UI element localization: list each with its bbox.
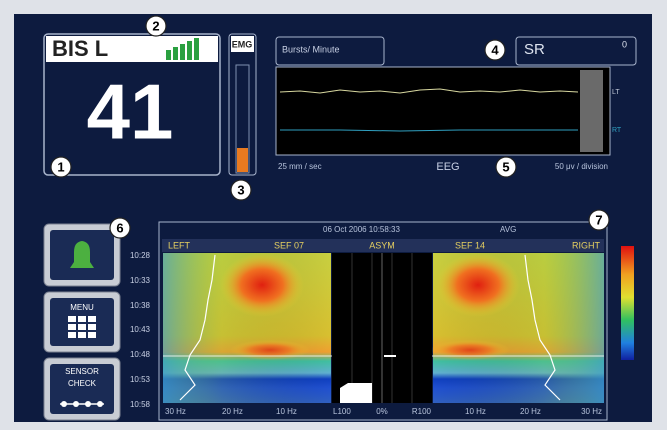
eeg-speed: 25 mm / sec [278,162,322,171]
hot-zone-left-2 [230,340,310,360]
freq-label: 10 Hz [276,407,297,416]
asym-tick [384,355,396,357]
col-left: LEFT [168,240,191,250]
time-label: 10:33 [130,276,151,285]
menu-label: MENU [70,303,94,312]
col-right: RIGHT [572,240,601,250]
asym-bars [340,383,372,403]
callout: 7 [595,212,602,227]
freq-label: 0% [376,407,388,416]
eeg-window [276,67,610,155]
emg-label: EMG [232,39,253,49]
time-label: 10:43 [130,325,151,334]
monitor-screen: BIS L 41 EMG Bursts/ Minute SR 0 LT RT 2… [0,0,667,430]
eeg-cursor [580,70,603,152]
freq-label: 20 Hz [222,407,243,416]
trend-mode: AVG [500,225,516,234]
col-asym: ASYM [369,240,395,250]
hot-zone-right [436,253,520,317]
callout: 1 [57,159,64,174]
callout: 5 [502,159,509,174]
hot-zone-right-2 [430,340,510,360]
eeg-title: EEG [436,161,459,173]
freq-label: L100 [333,407,351,416]
callout: 3 [237,182,244,197]
eeg-scale: 50 μv / division [555,162,608,171]
sr-value: 0 [622,39,627,49]
menu-icon [68,316,96,338]
bis-label: BIS L [52,36,108,61]
freq-label: 30 Hz [165,407,186,416]
sensor-check-label: SENSOR CHECK [62,366,102,390]
sr-label: SR [524,41,545,58]
time-label: 10:58 [130,400,151,409]
freq-label: R100 [412,407,432,416]
channel-left: LT [612,89,620,96]
time-label: 10:48 [130,350,151,359]
hot-zone-left [220,253,304,317]
callout: 4 [491,42,499,57]
freq-label: 20 Hz [520,407,541,416]
callout: 6 [116,220,123,235]
channel-right: RT [612,127,622,134]
time-label: 10:28 [130,251,151,260]
col-sef-right: SEF 14 [455,240,485,250]
trend-date: 06 Oct 2006 10:58:33 [323,225,401,234]
freq-label: 10 Hz [465,407,486,416]
freq-label: 30 Hz [581,407,602,416]
time-label: 10:38 [130,301,151,310]
time-label: 10:53 [130,375,151,384]
col-sef-left: SEF 07 [274,240,304,250]
callout: 2 [152,18,159,33]
color-scale [621,246,634,360]
sensor-check-label-box: SENSOR CHECK [50,366,114,396]
bursts-label: Bursts/ Minute [282,44,340,54]
emg-bar-fill [237,148,248,172]
bis-value: 41 [87,68,174,156]
